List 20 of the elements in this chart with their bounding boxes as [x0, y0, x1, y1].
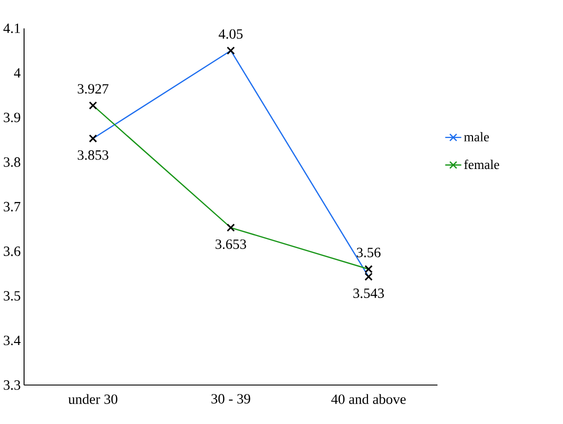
data-label: 3.56	[356, 248, 381, 258]
data-label: 3.927	[78, 84, 108, 94]
y-tick-label: 3.7	[4, 202, 20, 212]
y-tick-label: 4.1	[3, 24, 20, 34]
data-label: 3.653	[216, 240, 246, 250]
y-tick-label: 3.4	[4, 336, 21, 346]
y-tick-label: 3.8	[4, 157, 20, 168]
y-tick-label: 3.5	[4, 291, 20, 301]
legend-label: female	[464, 160, 500, 170]
x-tick-label: 40 and above	[331, 394, 406, 404]
data-label: 4.05	[218, 29, 243, 39]
data-label: 3.853	[78, 150, 108, 160]
legend-label: male	[464, 132, 489, 142]
y-tick-label: 4	[14, 68, 21, 78]
data-label: 3.543	[353, 288, 384, 298]
x-tick-label: 30 - 39	[211, 394, 250, 404]
y-tick-label: 3.9	[4, 112, 20, 122]
y-tick-label: 3.3	[4, 380, 20, 390]
y-tick-label: 3.6	[4, 246, 20, 256]
x-tick-label: under 30	[68, 394, 118, 404]
